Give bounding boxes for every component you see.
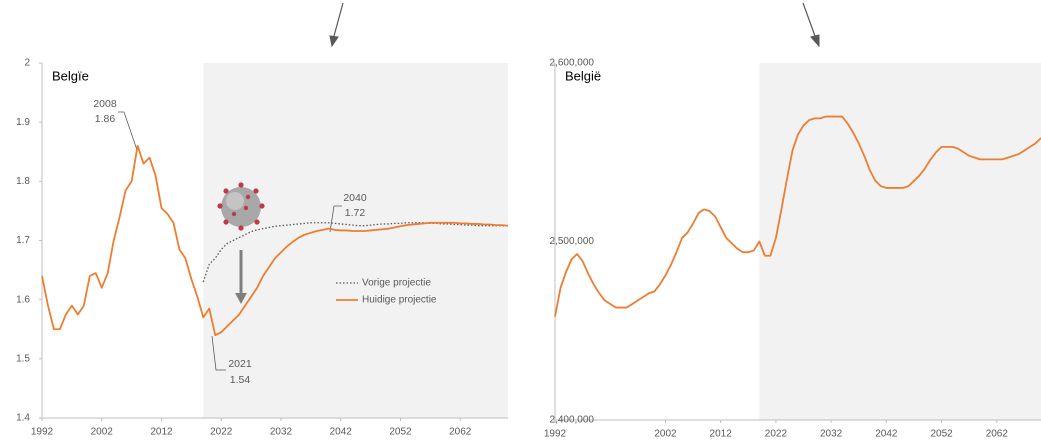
y-tick-label: 2	[24, 58, 30, 69]
annotations: 2008 1.86 2040 1.72 2021 1.54	[93, 98, 367, 386]
drop-arrow	[235, 250, 247, 304]
x-tick-label: 2042	[330, 427, 353, 438]
backgrounds	[203, 63, 1041, 420]
x-tick-label: 2032	[820, 429, 843, 440]
pointer-arrow	[802, 2, 816, 37]
pointer-arrows	[329, 2, 820, 48]
y-tick-label: 2,500,000	[550, 236, 595, 247]
x-tick-label: 2052	[389, 427, 412, 438]
projection-shade	[203, 63, 509, 418]
x-tick-label: 1992	[31, 427, 54, 438]
leader-line	[329, 205, 342, 233]
chart-title: België	[565, 68, 601, 83]
x-tick-label: 2022	[210, 427, 233, 438]
series-line	[554, 115, 1041, 317]
x-tick-label: 2052	[930, 429, 953, 440]
virus-icon	[217, 182, 265, 231]
leader-lines	[118, 111, 342, 371]
projection-shade	[759, 63, 1041, 420]
annotation-value: 1.86	[95, 113, 116, 125]
y-tick-label: 1.6	[16, 294, 30, 305]
annotation-year: 2021	[228, 358, 252, 370]
arrow-head	[329, 35, 339, 48]
x-tick-label: 2012	[710, 429, 733, 440]
legend-label: Huidige projectie	[362, 295, 437, 306]
leader-line	[211, 335, 226, 371]
x-tick-label: 1992	[544, 429, 567, 440]
arrow-head	[810, 34, 820, 48]
leader-line	[118, 111, 138, 151]
annotation-value: 1.72	[345, 207, 366, 219]
chart-title: Belgïe	[52, 68, 89, 83]
legend-label: Vorige projectie	[362, 278, 431, 289]
virus-spikes	[217, 182, 265, 231]
series-line	[202, 222, 508, 283]
arrow-shaft	[239, 250, 243, 294]
pointer-arrow	[333, 2, 344, 37]
y-tick-label: 2,600,000	[550, 58, 595, 69]
x-tick-label: 2062	[986, 429, 1009, 440]
x-tick-label: 2032	[270, 427, 293, 438]
annotation-year: 2040	[343, 192, 367, 204]
x-tick-label: 2012	[150, 427, 173, 438]
x-tick-label: 2022	[765, 429, 788, 440]
x-tick-label: 2042	[875, 429, 898, 440]
y-tick-label: 1.4	[16, 413, 30, 424]
virus-highlight	[226, 192, 244, 210]
y-tick-label: 1.7	[16, 235, 30, 246]
y-tick-label: 2,400,000	[550, 415, 595, 426]
arrow-head	[235, 293, 247, 304]
series-line	[41, 144, 509, 337]
x-tick-label: 2062	[449, 427, 472, 438]
y-tick-label: 1.5	[16, 353, 30, 364]
annotation-value: 1.54	[230, 374, 251, 386]
y-tick-label: 1.8	[16, 176, 30, 187]
x-tick-label: 2002	[654, 429, 677, 440]
annotation-year: 2008	[93, 98, 117, 110]
y-tick-label: 1.9	[16, 117, 30, 128]
x-tick-label: 2002	[91, 427, 114, 438]
